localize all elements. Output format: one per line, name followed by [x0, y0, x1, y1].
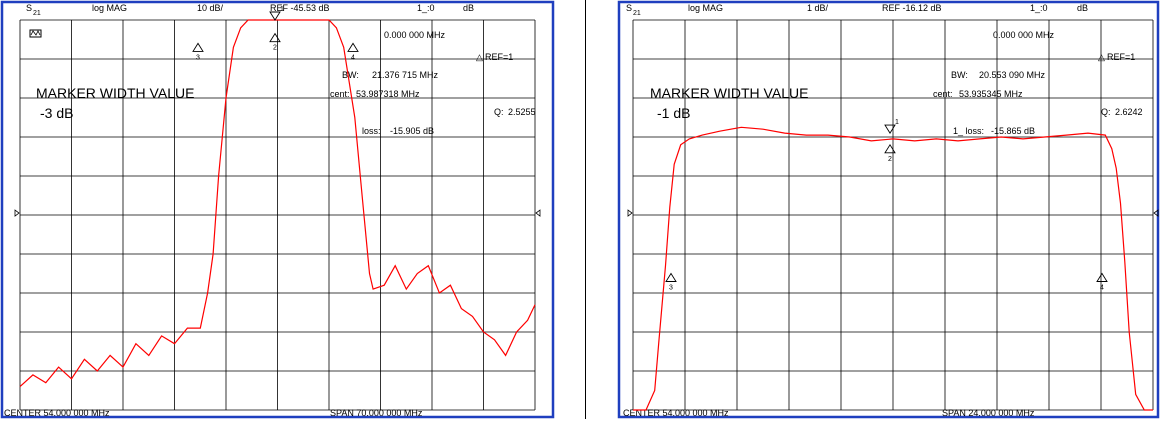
scale-label: 10 dB/ [197, 3, 224, 13]
ref-marker-label: REF=1 [1107, 52, 1135, 62]
marker-down-triangle-icon [269, 11, 281, 21]
center-freq-label: cent: [933, 89, 953, 99]
display-frame [617, 0, 1160, 419]
marker-2: 2 [884, 143, 896, 163]
marker-up-triangle-icon [192, 42, 204, 52]
marker-number-label: 4 [1100, 285, 1104, 292]
chart-panel-narrow-span: S 21 log MAG 1 dB/ REF -16.12 dB 1_:0 dB… [617, 0, 1160, 419]
marker-number-label: 1 [280, 6, 284, 13]
frequency-span: SPAN 24.000 000 MHz [942, 408, 1035, 418]
bw-label: BW: [951, 70, 968, 80]
marker-readout: 1_:0 [1030, 3, 1048, 13]
reference-level: REF -16.12 dB [882, 3, 942, 13]
loss-label: loss: [362, 126, 381, 136]
markers: 1 2 3 4 [665, 119, 1108, 292]
marker-width-title: MARKER WIDTH VALUE [36, 85, 194, 101]
marker-number-label: 3 [196, 54, 200, 61]
format-label: log MAG [92, 3, 127, 13]
bandwidth-icon [29, 29, 42, 38]
param-label: S [26, 3, 32, 13]
marker-readout: 1_:0 [417, 3, 435, 13]
center-freq-label: cent: [330, 89, 350, 99]
marker-readout-unit: dB [1077, 3, 1088, 13]
format-label: log MAG [688, 3, 723, 13]
center-freq-value: 53.987318 MHz [356, 89, 420, 99]
marker-number-label: 4 [351, 54, 355, 61]
markers: 1 2 3 4 [192, 6, 359, 61]
center-frequency: CENTER 54.000 000 MHz [4, 408, 110, 418]
marker-up-triangle-icon [1096, 272, 1108, 282]
loss-value: -15.865 dB [991, 126, 1035, 136]
q-value: 2.5255 [508, 107, 536, 117]
marker-frequency: 0.000 000 MHz [993, 30, 1055, 40]
marker-3: 3 [192, 42, 204, 61]
loss-label: 1_ loss: [953, 126, 984, 136]
bw-value: 20.553 090 MHz [979, 70, 1046, 80]
marker-2: 2 [269, 32, 281, 52]
analyzer-display: S 21 log MAG 1 dB/ REF -16.12 dB 1_:0 dB… [617, 0, 1160, 419]
analyzer-display: S 21 log MAG 10 dB/ REF -45.53 dB 1_:0 d… [0, 0, 555, 419]
marker-4: 4 [347, 42, 359, 61]
trace-line [633, 126, 1153, 411]
marker-frequency: 0.000 000 MHz [384, 30, 446, 40]
marker-width-threshold: -3 dB [40, 105, 73, 121]
marker-up-triangle-icon [665, 272, 677, 282]
bw-label: BW: [342, 70, 359, 80]
ref-marker-label: REF=1 [485, 52, 513, 62]
q-value: 2.6242 [1115, 107, 1143, 117]
marker-down-triangle-icon [884, 124, 896, 134]
marker-3: 3 [665, 272, 677, 292]
trace-line [19, 19, 536, 388]
ref-marker-triangle-icon: △ [476, 52, 483, 62]
marker-4: 4 [1096, 272, 1108, 292]
param-subscript: 21 [33, 10, 41, 17]
center-freq-value: 53.935345 MHz [959, 89, 1023, 99]
param-subscript: 21 [633, 10, 641, 17]
center-frequency: CENTER 54.000 000 MHz [623, 408, 729, 418]
marker-up-triangle-icon [884, 143, 896, 154]
marker-number-label: 2 [273, 45, 277, 52]
marker-number-label: 3 [669, 285, 673, 292]
chart-panel-wide-span: S 21 log MAG 10 dB/ REF -45.53 dB 1_:0 d… [0, 0, 555, 419]
q-label: Q: [494, 107, 504, 117]
scale-label: 1 dB/ [807, 3, 829, 13]
reference-position-arrow-icon [14, 209, 20, 217]
trace [633, 126, 1153, 411]
loss-value: -15.905 dB [390, 126, 434, 136]
marker-1: 1 [269, 6, 284, 21]
param-label: S [626, 3, 632, 13]
reference-position-arrow-icon [627, 209, 633, 217]
marker-up-triangle-icon [347, 42, 359, 52]
marker-width-title: MARKER WIDTH VALUE [650, 85, 808, 101]
grid [14, 19, 541, 411]
q-label: Q: [1101, 107, 1111, 117]
bw-value: 21.376 715 MHz [372, 70, 439, 80]
ref-marker-triangle-icon: △ [1098, 52, 1105, 62]
reference-level: REF -45.53 dB [270, 3, 330, 13]
marker-up-triangle-icon [269, 32, 281, 43]
marker-number-label: 2 [888, 156, 892, 163]
reference-position-arrow-icon [535, 209, 541, 217]
trace [19, 19, 536, 388]
grid [627, 19, 1159, 411]
marker-width-threshold: -1 dB [657, 105, 690, 121]
marker-readout-unit: dB [463, 3, 474, 13]
marker-1: 1 [884, 119, 899, 134]
reference-position-arrow-icon [1153, 209, 1159, 217]
marker-number-label: 1 [895, 119, 899, 126]
frequency-span: SPAN 70.000 000 MHz [330, 408, 423, 418]
panel-separator [585, 0, 586, 419]
